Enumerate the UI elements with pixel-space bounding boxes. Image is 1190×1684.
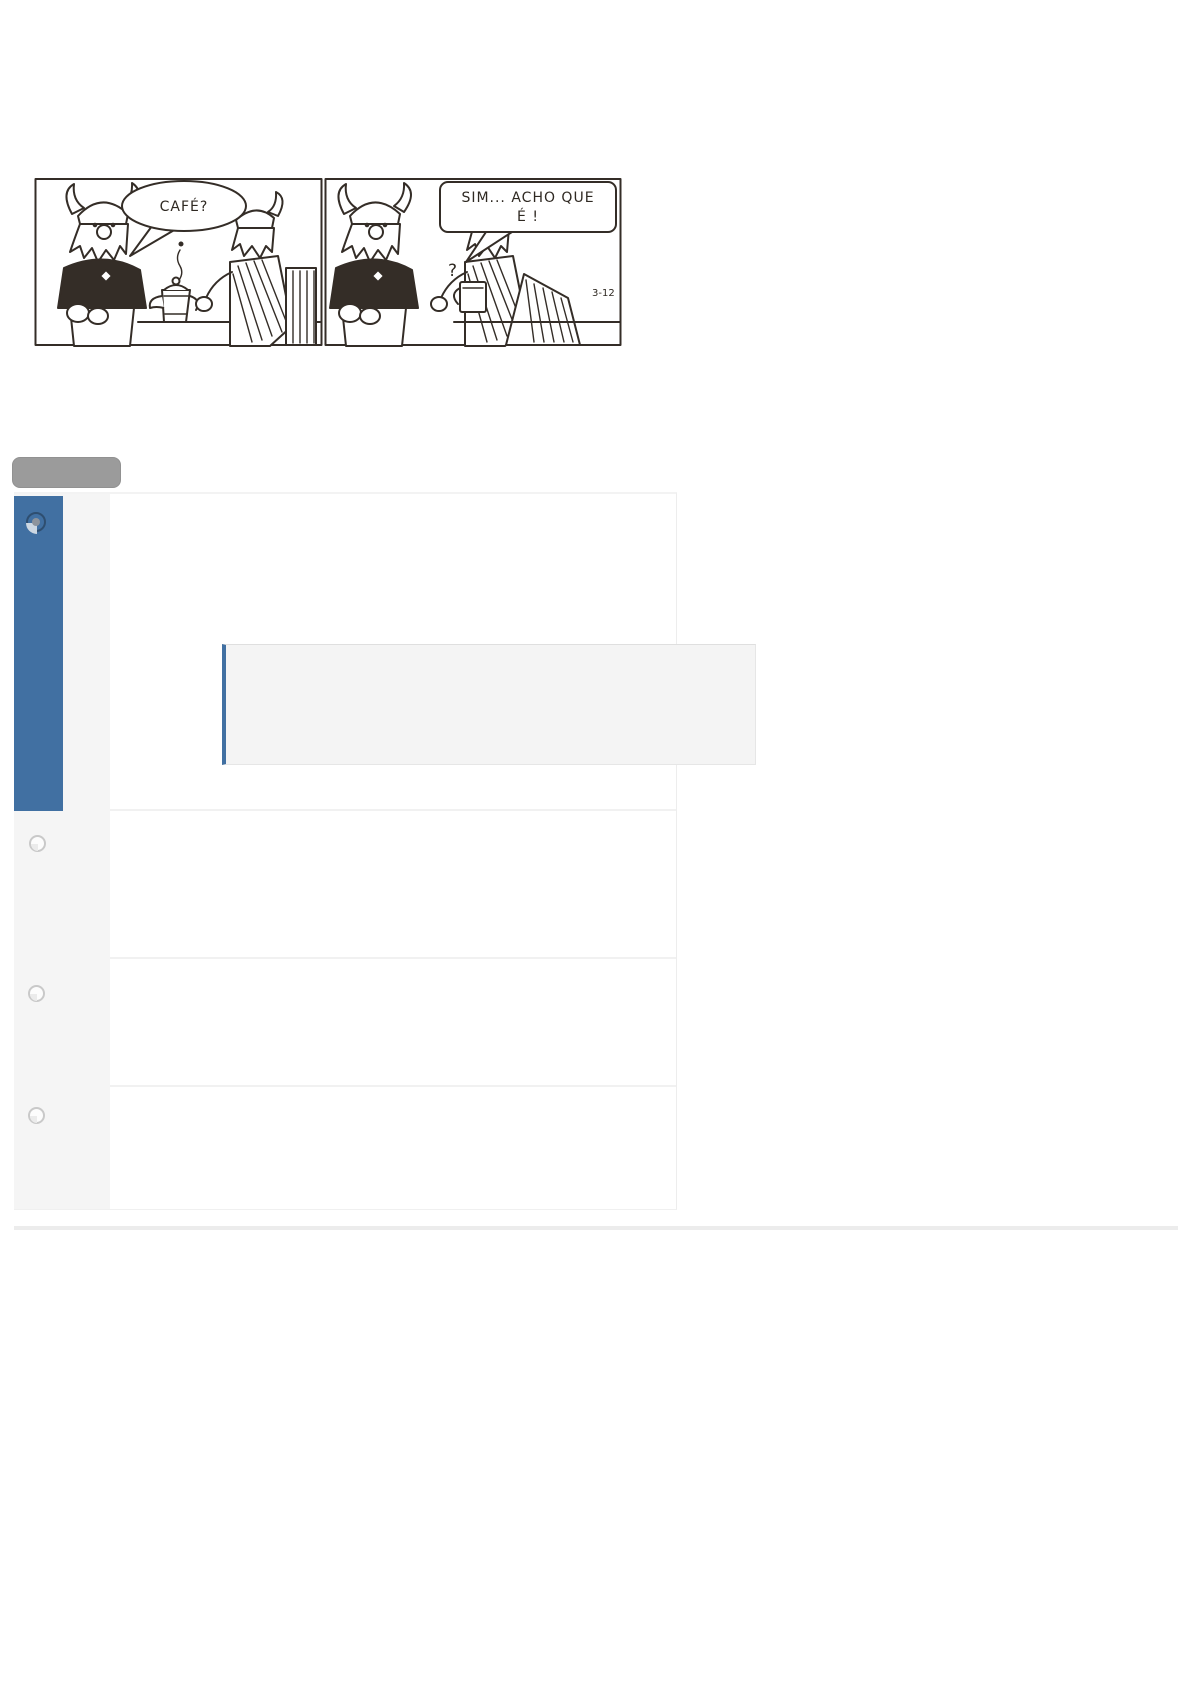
answer-option-row-2[interactable] bbox=[110, 811, 676, 959]
chair bbox=[285, 267, 317, 346]
comic-date-mark: 3-12 bbox=[592, 288, 615, 299]
quiz-action-button[interactable] bbox=[12, 457, 121, 488]
speech-text-2-line1: SIM... ACHO QUE bbox=[461, 190, 594, 206]
speech-text-2-line2: É ! bbox=[517, 208, 539, 225]
cloak bbox=[505, 273, 581, 346]
radio-unselected-icon[interactable] bbox=[29, 835, 46, 852]
selected-option-highlight bbox=[14, 496, 63, 811]
radio-dot-icon bbox=[32, 518, 40, 526]
mug bbox=[453, 281, 487, 313]
answer-option-row-4[interactable] bbox=[110, 1087, 676, 1209]
answer-option-row-1[interactable] bbox=[110, 494, 756, 811]
bottom-divider bbox=[14, 1226, 1178, 1230]
comic-strip-image: CAFÉ? ? bbox=[34, 176, 623, 348]
comic-panel-2: ? SIM... ACHO QUE É ! 3-12 bbox=[324, 178, 622, 347]
radio-unselected-icon[interactable] bbox=[28, 985, 45, 1002]
coffee-pot bbox=[148, 241, 199, 323]
speech-bubble-2: SIM... ACHO QUE É ! bbox=[439, 181, 617, 263]
radio-selected-icon[interactable] bbox=[26, 512, 46, 534]
speech-text-1: CAFÉ? bbox=[160, 198, 209, 215]
radio-wedge-icon bbox=[30, 994, 37, 1001]
option-1-quote-block bbox=[222, 644, 756, 765]
answer-option-row-3[interactable] bbox=[110, 959, 676, 1087]
comic-strip-svg: CAFÉ? ? bbox=[34, 178, 622, 347]
speech-bubble-1: CAFÉ? bbox=[121, 180, 247, 257]
comic-panel-1: CAFÉ? bbox=[34, 178, 323, 347]
radio-unselected-icon[interactable] bbox=[28, 1107, 45, 1124]
radio-wedge-icon bbox=[30, 1116, 37, 1123]
question-mark-text: ? bbox=[448, 261, 457, 281]
answer-options-list bbox=[14, 492, 756, 1210]
radio-wedge-icon bbox=[26, 523, 37, 534]
radio-wedge-icon bbox=[31, 844, 38, 851]
